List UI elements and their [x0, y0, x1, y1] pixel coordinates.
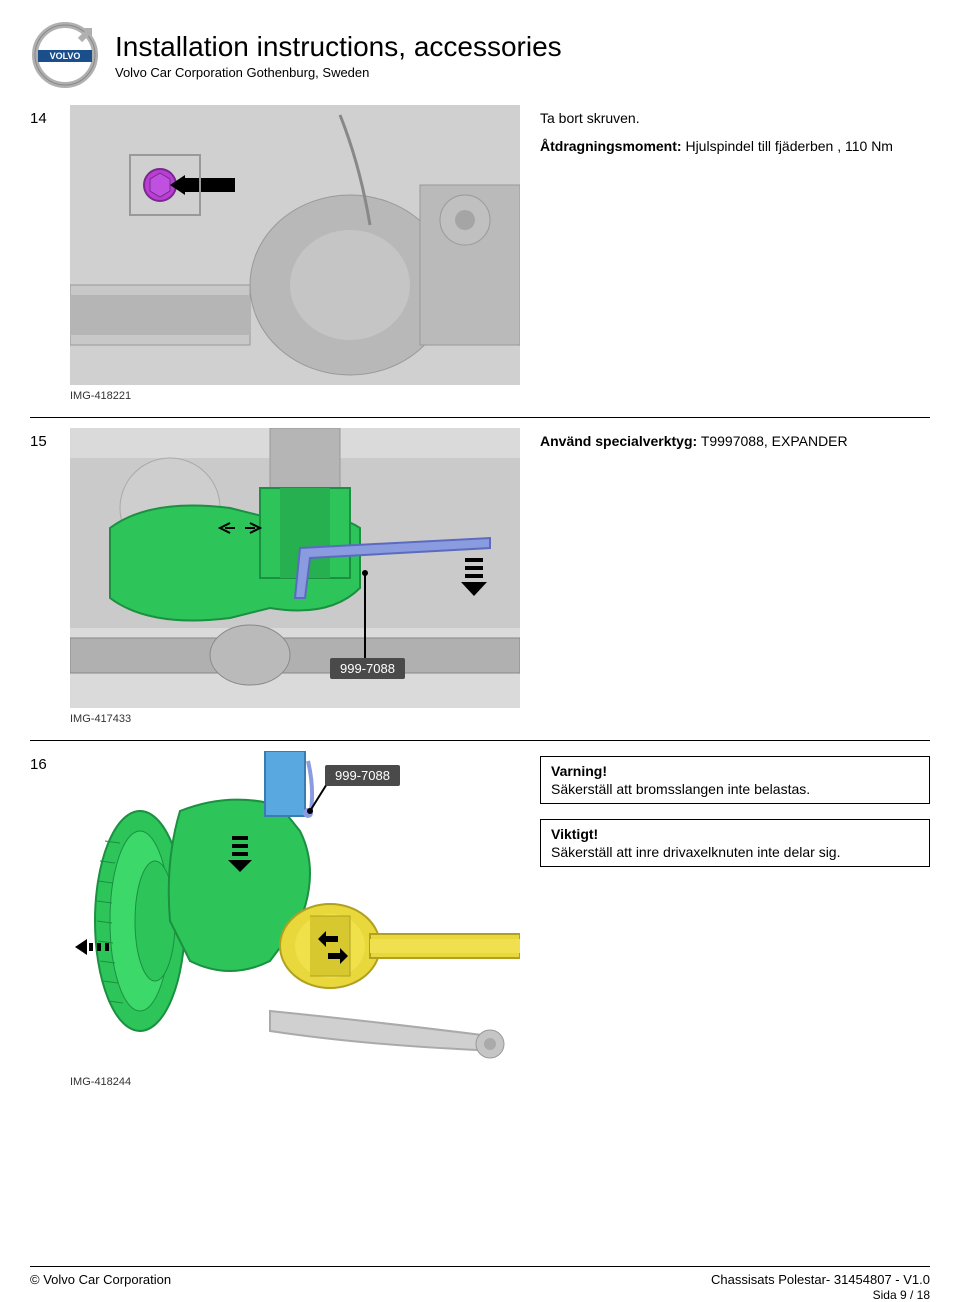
important-text: Säkerställ att inre drivaxelknuten inte …	[551, 844, 919, 860]
installation-page: VOLVO Installation instructions, accesso…	[0, 0, 960, 1302]
torque-value: Hjulspindel till fjäderben , 110 Nm	[685, 138, 893, 154]
step-image-column: 999-7088 IMG-417433	[70, 428, 520, 725]
header-text: Installation instructions, accessories V…	[115, 31, 562, 80]
important-title: Viktigt!	[551, 826, 919, 842]
step-illustration	[70, 105, 520, 385]
important-box: Viktigt! Säkerställ att inre drivaxelknu…	[540, 819, 930, 867]
step-14: 14	[30, 105, 930, 418]
step-image-column: 999-7088 IMG-418244	[70, 751, 520, 1088]
part-number-label: 999-7088	[325, 765, 400, 786]
torque-label: Åtdragningsmoment:	[540, 138, 682, 154]
step-instructions: Ta bort skruven. Åtdragningsmoment: Hjul…	[540, 105, 930, 402]
tool-label: Använd specialverktyg:	[540, 433, 697, 449]
volvo-logo: VOLVO	[30, 20, 100, 90]
warning-box: Varning! Säkerställ att bromsslangen int…	[540, 756, 930, 804]
page-header: VOLVO Installation instructions, accesso…	[30, 20, 930, 90]
image-caption: IMG-417433	[70, 713, 520, 725]
doc-info: Chassisats Polestar- 31454807 - V1.0	[711, 1272, 930, 1287]
warning-text: Säkerställ att bromsslangen inte belasta…	[551, 781, 919, 797]
svg-text:VOLVO: VOLVO	[50, 51, 81, 61]
tool-spec: Använd specialverktyg: T9997088, EXPANDE…	[540, 433, 930, 449]
image-caption: IMG-418244	[70, 1076, 520, 1088]
step-15: 15	[30, 428, 930, 741]
instruction-text: Ta bort skruven.	[540, 110, 930, 126]
image-caption: IMG-418221	[70, 390, 520, 402]
step-illustration: 999-7088	[70, 751, 520, 1071]
page-subtitle: Volvo Car Corporation Gothenburg, Sweden	[115, 65, 562, 80]
step-image-column: IMG-418221	[70, 105, 520, 402]
page-number: Sida 9 / 18	[873, 1288, 930, 1302]
step-number: 16	[30, 751, 70, 1088]
step-content: 999-7088 IMG-418244 Varning! Säkerställ …	[70, 751, 930, 1088]
torque-spec: Åtdragningsmoment: Hjulspindel till fjäd…	[540, 138, 930, 154]
page-footer: © Volvo Car Corporation Chassisats Poles…	[30, 1266, 930, 1287]
step-instructions: Använd specialverktyg: T9997088, EXPANDE…	[540, 428, 930, 725]
step-number: 15	[30, 428, 70, 725]
warning-title: Varning!	[551, 763, 919, 779]
part-number-label: 999-7088	[330, 658, 405, 679]
tool-value: T9997088, EXPANDER	[701, 433, 848, 449]
copyright: © Volvo Car Corporation	[30, 1272, 171, 1287]
step-content: IMG-418221 Ta bort skruven. Åtdragningsm…	[70, 105, 930, 402]
step-16: 16	[30, 751, 930, 1103]
step-content: 999-7088 IMG-417433 Använd specialverkty…	[70, 428, 930, 725]
step-number: 14	[30, 105, 70, 402]
step-illustration: 999-7088	[70, 428, 520, 708]
step-instructions: Varning! Säkerställ att bromsslangen int…	[540, 751, 930, 1088]
page-title: Installation instructions, accessories	[115, 31, 562, 63]
